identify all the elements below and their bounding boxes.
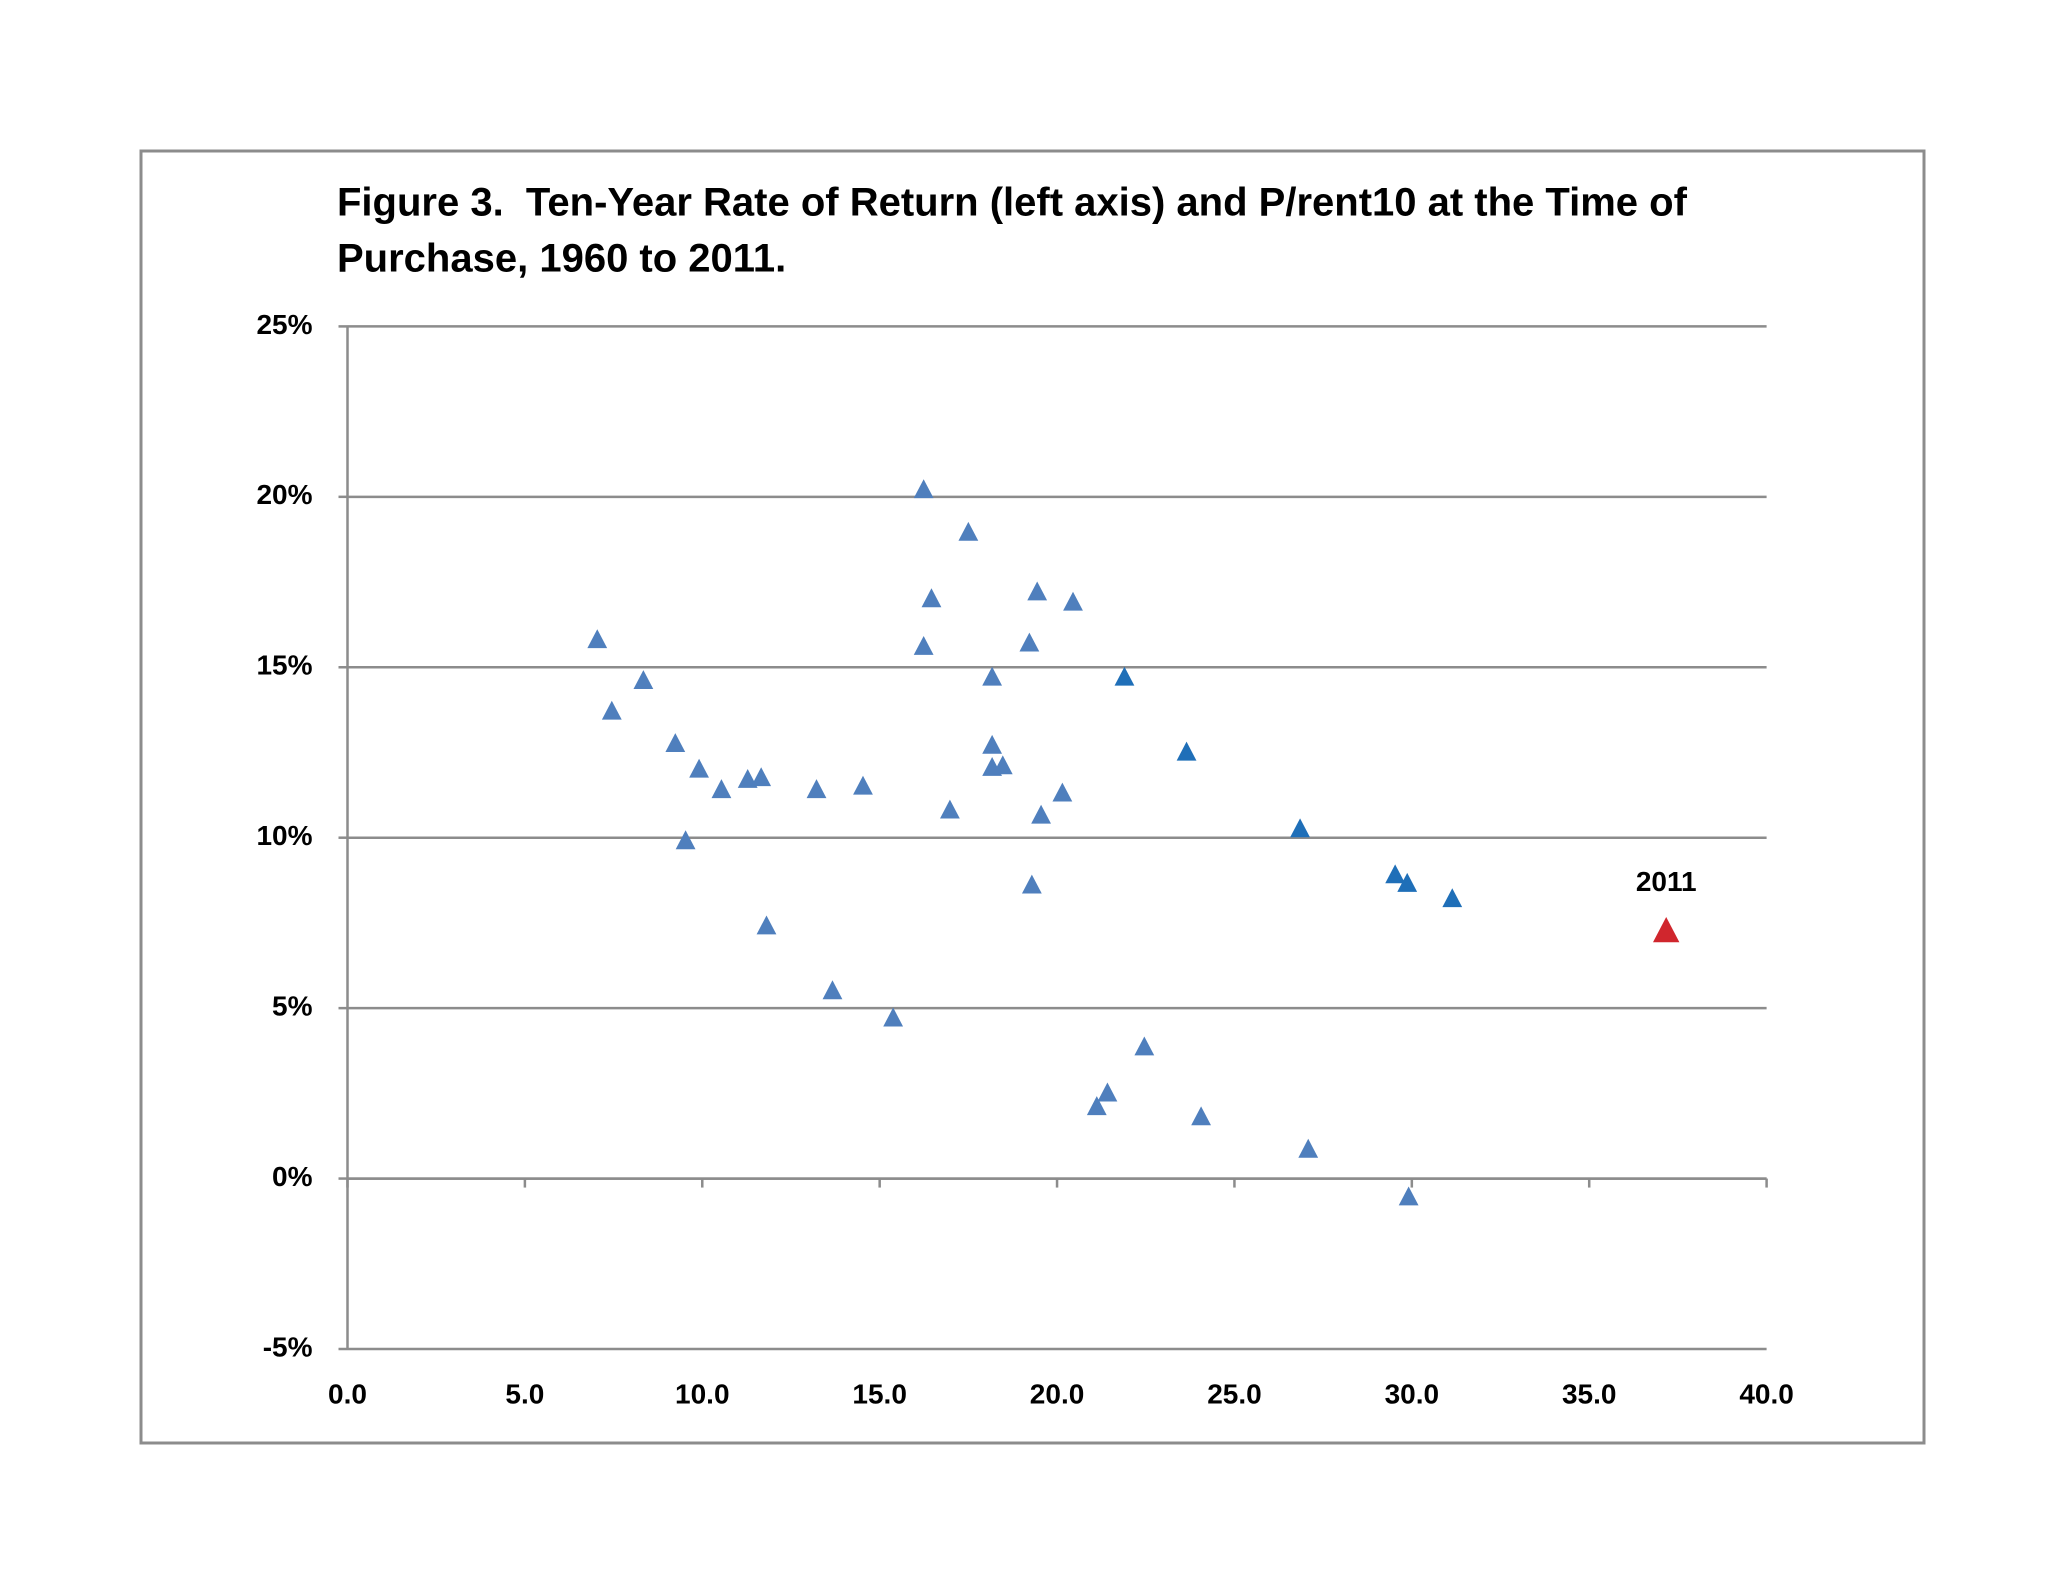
data-point [689, 758, 709, 778]
data-point [1442, 888, 1463, 908]
y-tick-label: 10% [256, 820, 312, 851]
data-point [633, 670, 654, 690]
x-tick-label: 25.0 [1207, 1378, 1262, 1409]
x-tick-label: 15.0 [852, 1378, 907, 1409]
data-point [665, 733, 686, 753]
data-point [913, 636, 934, 655]
data-point [1397, 872, 1418, 892]
data-point [1191, 1106, 1211, 1126]
data-point [1385, 864, 1406, 884]
chart-title: Figure 3. Ten-Year Rate of Return (left … [337, 181, 1688, 225]
chart-frame [139, 149, 1926, 1445]
data-point [751, 767, 772, 787]
x-tick-label: 5.0 [505, 1378, 544, 1409]
chart-title: Purchase, 1960 to 2011. [337, 237, 786, 281]
data-point [1652, 917, 1680, 943]
point-label: 2011 [1636, 866, 1697, 897]
data-point [982, 666, 1003, 686]
y-tick-label: -5% [263, 1331, 313, 1362]
data-point [711, 779, 732, 799]
data-point [940, 799, 960, 819]
data-point [1134, 1036, 1155, 1056]
x-tick-label: 35.0 [1562, 1378, 1617, 1409]
data-point [756, 915, 777, 935]
data-point [1290, 818, 1310, 838]
data-point [913, 479, 934, 499]
data-point [1086, 1096, 1107, 1116]
x-tick-label: 40.0 [1739, 1378, 1794, 1409]
data-point [1052, 782, 1073, 802]
y-tick-label: 25% [256, 309, 312, 340]
data-point [853, 775, 873, 795]
y-tick-label: 5% [272, 991, 313, 1022]
data-point [1298, 1138, 1319, 1158]
data-point [1398, 1186, 1419, 1206]
data-point [822, 980, 843, 1000]
data-point [921, 588, 942, 608]
data-point [1176, 741, 1197, 761]
data-point [1027, 581, 1048, 601]
data-point [601, 700, 622, 720]
data-point [587, 629, 608, 649]
data-point [1019, 632, 1040, 652]
data-point [992, 755, 1013, 775]
x-tick-label: 10.0 [675, 1378, 730, 1409]
data-point [1097, 1082, 1118, 1102]
x-tick-label: 0.0 [328, 1378, 367, 1409]
data-point [982, 734, 1003, 754]
data-point [1031, 804, 1051, 824]
y-tick-label: 15% [256, 650, 312, 681]
y-tick-label: 20% [256, 479, 312, 510]
data-point [883, 1007, 904, 1027]
x-tick-label: 20.0 [1030, 1378, 1085, 1409]
data-point [737, 768, 758, 788]
data-point [1021, 874, 1042, 894]
data-point [958, 521, 979, 541]
data-point [1063, 591, 1083, 611]
data-point [675, 830, 696, 850]
data-point [1114, 666, 1135, 686]
data-point [806, 779, 827, 799]
x-tick-label: 30.0 [1385, 1378, 1440, 1409]
y-tick-label: 0% [272, 1161, 313, 1192]
